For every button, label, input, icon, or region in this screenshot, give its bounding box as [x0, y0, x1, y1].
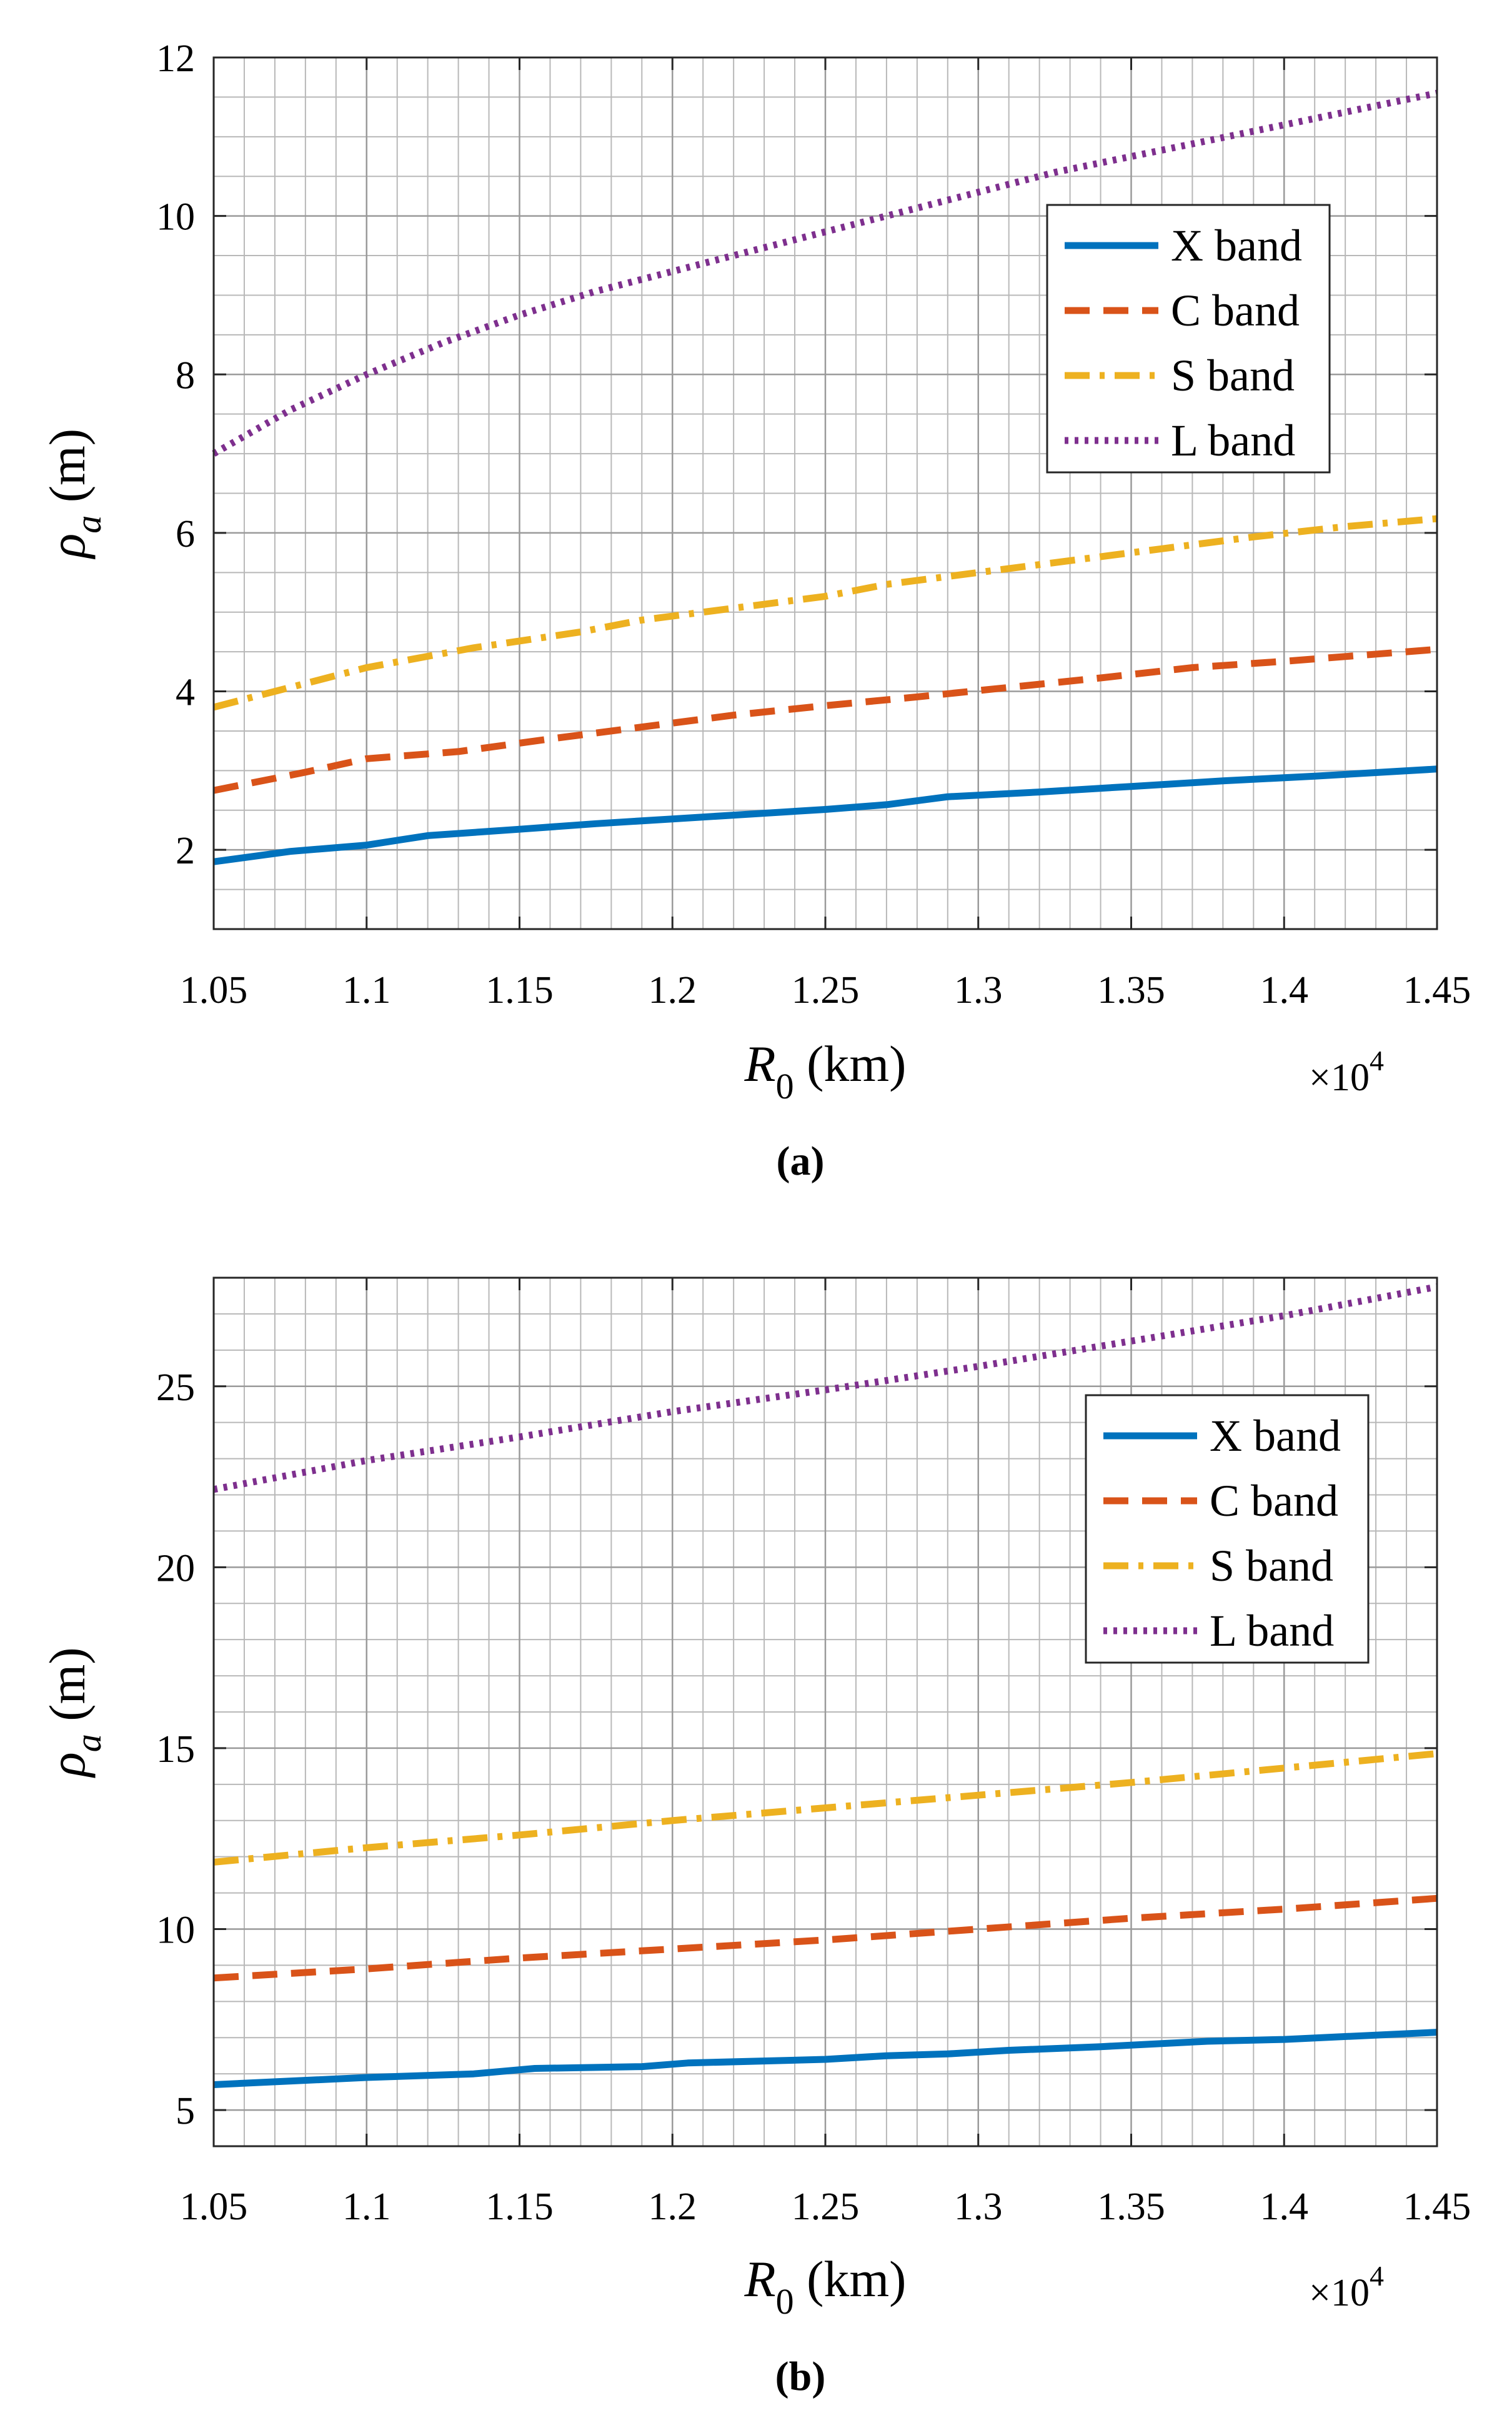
series-line-l-band [212, 1283, 1438, 1493]
x-tick-label: 1.25 [792, 969, 860, 1012]
y-axis-label-main: ρ [39, 1752, 96, 1778]
legend-label: S band [1171, 351, 1295, 401]
tick-marks [212, 56, 1438, 929]
x-axis-label-unit: (km) [794, 1035, 907, 1092]
x-axis-label-sub: 0 [776, 1066, 794, 1107]
chart-panel-b: 1.05 1.1 1.15 1.2 1.25 1.3 1.35 1.4 1.45 5 10 15 20 2… [39, 1276, 1471, 2399]
legend-box [1085, 1394, 1370, 1664]
series-line-s-band [213, 1750, 1438, 1866]
y-axis-label-sub: a [68, 515, 109, 534]
x-axis-label-main: R [744, 2251, 776, 2307]
y-axis-label: ρa (m) [39, 429, 109, 560]
x-tick-label: 1.2 [649, 2186, 697, 2228]
x-axis-label: R0 (km) [744, 2251, 907, 2322]
legend: X band C band S band L band [1046, 204, 1331, 474]
y-axis-label: ρa (m) [39, 1647, 109, 1778]
y-tick-label: 20 [156, 1547, 195, 1590]
y-tick-label: 12 [156, 37, 195, 80]
x-multiplier-exponent: 4 [1370, 2260, 1384, 2292]
panel-caption: (a) [777, 1138, 825, 1184]
legend-label: S band [1210, 1541, 1333, 1591]
x-axis-label-unit: (km) [794, 2251, 907, 2307]
tick-marks [212, 1278, 1438, 2146]
x-tick-label: 1.15 [485, 969, 554, 1012]
major-grid [212, 1278, 1438, 2146]
x-tick-label: 1.05 [180, 969, 248, 1012]
x-tick-label: 1.2 [649, 969, 697, 1012]
legend-label: C band [1210, 1476, 1338, 1526]
y-axis-label-unit: (m) [39, 429, 96, 515]
legend-label: X band [1171, 221, 1302, 271]
legend-box [1046, 204, 1331, 474]
x-tick-label: 1.4 [1260, 969, 1309, 1012]
series-group [212, 1283, 1438, 2088]
x-multiplier-exponent: 4 [1370, 1045, 1384, 1077]
legend-label: L band [1210, 1606, 1334, 1656]
y-tick-label: 15 [156, 1728, 195, 1771]
legend-label: L band [1171, 415, 1295, 465]
y-tick-label: 25 [156, 1366, 195, 1409]
y-axis-label-unit: (m) [39, 1647, 96, 1734]
x-multiplier: ×104 [1309, 2260, 1384, 2314]
legend-label: C band [1171, 286, 1300, 336]
y-axis-label-sub: a [68, 1734, 109, 1752]
x-tick-label: 1.15 [485, 2186, 554, 2228]
series-line-s-band [212, 515, 1438, 711]
series-group [212, 89, 1438, 865]
x-tick-label: 1.45 [1403, 2186, 1471, 2228]
y-tick-label: 10 [156, 1909, 195, 1952]
legend: X band C band S band L band [1085, 1394, 1370, 1664]
x-tick-label: 1.1 [342, 2186, 391, 2228]
x-tick-label: 1.45 [1403, 969, 1471, 1012]
series-line-x-band [213, 765, 1438, 865]
series-line-x-band [213, 2029, 1438, 2088]
x-tick-label: 1.3 [954, 2186, 1003, 2228]
x-axis-label-main: R [744, 1035, 776, 1092]
x-tick-label: 1.3 [954, 969, 1003, 1012]
y-axis-label-main: ρ [39, 534, 96, 560]
x-axis-label: R0 (km) [744, 1035, 907, 1107]
x-axis-label-sub: 0 [776, 2281, 794, 2322]
x-tick-label: 1.1 [342, 969, 391, 1012]
series-line-c-band [213, 1894, 1438, 1982]
legend-label: X band [1210, 1411, 1341, 1461]
y-tick-label: 2 [176, 830, 195, 872]
x-multiplier-base: ×10 [1309, 2272, 1370, 2314]
series-line-c-band [212, 645, 1438, 794]
y-tick-label: 4 [176, 672, 195, 714]
panel-caption: (b) [775, 2354, 826, 2399]
x-tick-label: 1.35 [1097, 969, 1165, 1012]
y-tick-label: 8 [176, 354, 195, 397]
y-tick-label: 10 [156, 196, 195, 239]
x-tick-label: 1.35 [1097, 2186, 1165, 2228]
series-line-l-band [212, 89, 1438, 457]
chart-panel-a: 1.05 1.1 1.15 1.2 1.25 1.3 1.35 1.4 1.45 2 4 6 8 10 12… [39, 37, 1471, 1184]
x-tick-label: 1.4 [1260, 2186, 1309, 2228]
x-tick-label: 1.25 [792, 2186, 860, 2228]
x-multiplier-base: ×10 [1309, 1057, 1370, 1099]
x-multiplier: ×104 [1309, 1045, 1384, 1099]
y-tick-label: 5 [176, 2090, 195, 2132]
panels: 1.05 1.1 1.15 1.2 1.25 1.3 1.35 1.4 1.4524681012… [39, 37, 1471, 2399]
x-tick-label: 1.05 [180, 2186, 248, 2228]
y-tick-label: 6 [176, 513, 195, 555]
